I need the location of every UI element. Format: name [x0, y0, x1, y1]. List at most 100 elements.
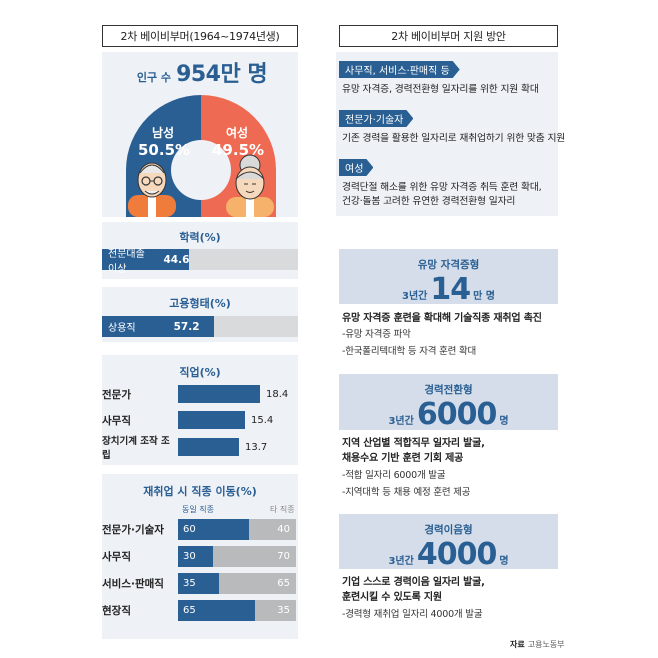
move-same-value: 30	[183, 551, 196, 562]
group-desc: 건강·돌봄 고려한 유연한 경력전환형 일자리	[342, 196, 516, 207]
move-track: 35 65	[178, 573, 296, 594]
job-value: 18.4	[266, 388, 289, 400]
gender-donut	[126, 95, 276, 217]
card-headline: 유망 자격증 훈련을 확대해 기술직종 재취업 촉진	[342, 313, 542, 324]
card-big: 14	[430, 272, 471, 307]
card-big: 4000	[416, 537, 497, 572]
population-value: 954만 명	[176, 62, 268, 87]
group-desc: 경력단절 해소를 위한 유망 자격증 취득 훈련 확대,	[342, 182, 542, 193]
employment-title: 고용형태(%)	[169, 297, 231, 310]
legend-same: 동일 직종	[182, 505, 214, 514]
job-row: 사무직 15.4	[102, 410, 298, 430]
employment-bar-fill: 상용직 57.2	[102, 316, 215, 337]
group-tag: 사무직, 서비스·판매직 등	[339, 61, 460, 78]
card-value: 3년간 14 만 명	[339, 272, 558, 307]
card-value: 3년간 4000 명	[339, 537, 558, 572]
move-label: 현장직	[102, 605, 131, 617]
card-suffix: 명	[499, 556, 509, 567]
move-label: 서비스·판매직	[102, 578, 164, 590]
moves-title: 재취업 시 직종 이동(%)	[143, 485, 257, 498]
card-prefix: 3년간	[402, 291, 428, 302]
right-header-text: 2차 베이비부머 지원 방안	[391, 30, 506, 43]
card-headline: 지역 산업별 적합직무 일자리 발굴,	[342, 438, 485, 449]
move-row: 사무직 30 70	[102, 546, 298, 567]
education-label: 전문대졸 이상	[108, 248, 145, 275]
move-other-value: 35	[277, 605, 290, 616]
move-same-bar: 65	[178, 600, 255, 621]
population: 인구 수 954만 명	[102, 56, 302, 87]
card-bullet: -경력형 재취업 일자리 4000개 발굴	[342, 609, 483, 620]
groups-panel	[336, 52, 558, 216]
move-same-value: 65	[183, 605, 196, 616]
card-title: 유망 자격증형	[417, 259, 480, 271]
move-track: 65 35	[178, 600, 296, 621]
card-big: 6000	[416, 397, 497, 432]
card-headline: 훈련시킬 수 있도록 지원	[342, 592, 442, 603]
card-license: 유망 자격증형 3년간 14 만 명	[339, 249, 558, 307]
job-label: 장치기계 조작 조립	[102, 436, 170, 461]
job-row: 장치기계 조작 조립 13.7	[102, 436, 298, 461]
card-title: 경력이음형	[424, 524, 473, 536]
group-desc: 기존 경력을 활용한 일자리로 재취업하기 위한 맞춤 지원	[342, 133, 566, 144]
job-bar	[178, 438, 239, 456]
employment-bar: 상용직 57.2	[102, 316, 298, 337]
job-value: 15.4	[251, 414, 274, 426]
job-row: 전문가 18.4	[102, 384, 298, 404]
job-label: 전문가	[102, 388, 131, 401]
education-title: 학력(%)	[179, 231, 221, 244]
job-value: 13.7	[245, 441, 268, 453]
source: 자료 고용노동부	[510, 639, 565, 650]
male-stat: 남성 50.5%	[138, 124, 191, 159]
move-same-bar: 30	[178, 546, 214, 567]
source-text: 고용노동부	[527, 640, 565, 649]
move-same-value: 60	[183, 524, 196, 535]
grandmother-icon	[226, 154, 274, 217]
legend-other: 타 직종	[270, 505, 295, 514]
population-label: 인구 수	[136, 71, 172, 84]
left-header: 2차 베이비부머(1964~1974년생)	[102, 25, 298, 47]
move-same-value: 35	[183, 578, 196, 589]
card-title: 경력전환형	[424, 384, 473, 396]
grandfather-icon	[128, 162, 176, 217]
card-bullet: -한국폴리텍대학 등 자격 훈련 확대	[342, 346, 477, 357]
male-pct: 50.5%	[138, 141, 191, 159]
group-tag: 전문가·기술자	[339, 110, 413, 127]
female-pct: 49.5%	[212, 141, 265, 159]
card-career-link: 경력이음형 3년간 4000 명	[339, 514, 558, 572]
job-bar	[178, 385, 260, 403]
education-bar: 전문대졸 이상 44.6	[102, 249, 298, 275]
jobs-title: 직업(%)	[179, 366, 221, 379]
female-label: 여성	[225, 126, 249, 140]
card-suffix: 명	[499, 416, 509, 427]
right-header: 2차 베이비부머 지원 방안	[339, 25, 558, 47]
employment-value: 57.2	[173, 320, 200, 333]
left-header-text: 2차 베이비부머(1964~1974년생)	[120, 30, 280, 43]
card-prefix: 3년간	[388, 416, 414, 427]
card-suffix: 만 명	[473, 291, 495, 302]
card-bullet: -적합 일자리 6000개 발굴	[342, 470, 446, 481]
job-label: 사무직	[102, 414, 131, 427]
male-label: 남성	[151, 126, 175, 140]
card-career-switch: 경력전환형 3년간 6000 명	[339, 374, 558, 432]
move-row: 전문가·기술자 60 40	[102, 519, 298, 540]
move-other-value: 65	[277, 578, 290, 589]
move-label: 사무직	[102, 551, 131, 563]
card-value: 3년간 6000 명	[339, 397, 558, 432]
card-prefix: 3년간	[388, 556, 414, 567]
education-bar-fill: 전문대졸 이상 44.6	[102, 249, 190, 275]
card-bullet: -유망 자격증 파악	[342, 329, 411, 340]
move-track: 30 70	[178, 546, 296, 567]
job-bar	[178, 411, 245, 429]
employment-label: 상용직	[108, 323, 136, 334]
card-headline: 기업 스스로 경력이음 일자리 발굴,	[342, 577, 485, 588]
card-headline: 채용수요 기반 훈련 기회 제공	[342, 453, 464, 464]
move-other-value: 40	[277, 524, 290, 535]
female-stat: 여성 49.5%	[212, 124, 265, 159]
move-other-value: 70	[277, 551, 290, 562]
group-tag: 여성	[339, 159, 373, 176]
move-label: 전문가·기술자	[102, 524, 164, 536]
move-same-bar: 35	[178, 573, 220, 594]
group-desc: 유망 자격증, 경력전환형 일자리를 위한 지원 확대	[342, 84, 539, 95]
source-label: 자료	[510, 640, 525, 649]
card-bullet: -지역대학 등 채용 예정 훈련 제공	[342, 487, 471, 498]
